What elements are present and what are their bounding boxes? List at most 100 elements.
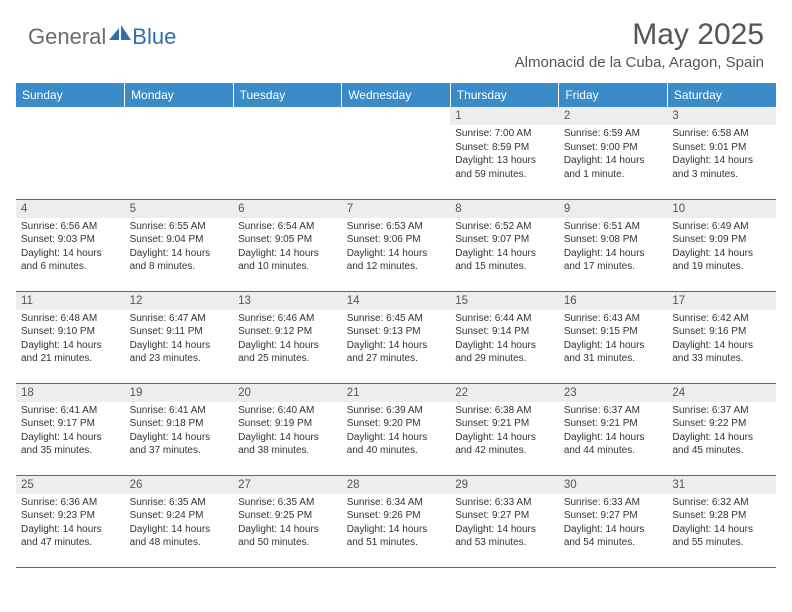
day-number: 5 [125,200,234,218]
day-details: Sunrise: 6:56 AMSunset: 9:03 PMDaylight:… [16,218,125,278]
day-number: 12 [125,292,234,310]
sunset-text: Sunset: 9:10 PM [21,325,120,339]
day-number: 20 [233,384,342,402]
calendar-week-row: 11Sunrise: 6:48 AMSunset: 9:10 PMDayligh… [16,291,776,383]
daylight-text: Daylight: 14 hours and 38 minutes. [238,431,337,458]
daylight-text: Daylight: 14 hours and 15 minutes. [455,247,554,274]
sunrise-text: Sunrise: 6:48 AM [21,312,120,326]
sunset-text: Sunset: 9:09 PM [672,233,771,247]
sunrise-text: Sunrise: 6:38 AM [455,404,554,418]
day-details: Sunrise: 6:36 AMSunset: 9:23 PMDaylight:… [16,494,125,554]
day-number: 15 [450,292,559,310]
weekday-header: Saturday [667,83,776,107]
day-details: Sunrise: 6:34 AMSunset: 9:26 PMDaylight:… [342,494,451,554]
day-details: Sunrise: 6:37 AMSunset: 9:21 PMDaylight:… [559,402,668,462]
sunrise-text: Sunrise: 6:32 AM [672,496,771,510]
day-details: Sunrise: 7:00 AMSunset: 8:59 PMDaylight:… [450,125,559,185]
daylight-text: Daylight: 14 hours and 54 minutes. [564,523,663,550]
daylight-text: Daylight: 14 hours and 47 minutes. [21,523,120,550]
sunrise-text: Sunrise: 6:41 AM [21,404,120,418]
sunset-text: Sunset: 9:22 PM [672,417,771,431]
calendar-day-cell: 8Sunrise: 6:52 AMSunset: 9:07 PMDaylight… [450,199,559,291]
day-number: 2 [559,107,668,125]
day-number: 13 [233,292,342,310]
daylight-text: Daylight: 14 hours and 45 minutes. [672,431,771,458]
calendar-day-cell: 21Sunrise: 6:39 AMSunset: 9:20 PMDayligh… [342,383,451,475]
day-details: Sunrise: 6:42 AMSunset: 9:16 PMDaylight:… [667,310,776,370]
daylight-text: Daylight: 14 hours and 21 minutes. [21,339,120,366]
sunrise-text: Sunrise: 6:52 AM [455,220,554,234]
calendar-day-cell: 2Sunrise: 6:59 AMSunset: 9:00 PMDaylight… [559,107,668,199]
calendar-week-row: 1Sunrise: 7:00 AMSunset: 8:59 PMDaylight… [16,107,776,199]
sunrise-text: Sunrise: 6:37 AM [564,404,663,418]
day-details: Sunrise: 6:43 AMSunset: 9:15 PMDaylight:… [559,310,668,370]
calendar-day-cell: 5Sunrise: 6:55 AMSunset: 9:04 PMDaylight… [125,199,234,291]
daylight-text: Daylight: 14 hours and 27 minutes. [347,339,446,366]
calendar-day-cell: 4Sunrise: 6:56 AMSunset: 9:03 PMDaylight… [16,199,125,291]
sunset-text: Sunset: 9:24 PM [130,509,229,523]
sunrise-text: Sunrise: 6:53 AM [347,220,446,234]
calendar-day-cell: 29Sunrise: 6:33 AMSunset: 9:27 PMDayligh… [450,475,559,567]
day-details: Sunrise: 6:41 AMSunset: 9:18 PMDaylight:… [125,402,234,462]
day-number: 21 [342,384,451,402]
calendar-day-cell [125,107,234,199]
day-number: 22 [450,384,559,402]
sunset-text: Sunset: 9:05 PM [238,233,337,247]
calendar-day-cell: 3Sunrise: 6:58 AMSunset: 9:01 PMDaylight… [667,107,776,199]
sunrise-text: Sunrise: 6:55 AM [130,220,229,234]
calendar-day-cell: 22Sunrise: 6:38 AMSunset: 9:21 PMDayligh… [450,383,559,475]
day-number [233,107,342,125]
daylight-text: Daylight: 14 hours and 29 minutes. [455,339,554,366]
daylight-text: Daylight: 14 hours and 10 minutes. [238,247,337,274]
daylight-text: Daylight: 14 hours and 31 minutes. [564,339,663,366]
day-details: Sunrise: 6:47 AMSunset: 9:11 PMDaylight:… [125,310,234,370]
calendar-day-cell: 28Sunrise: 6:34 AMSunset: 9:26 PMDayligh… [342,475,451,567]
header: General Blue May 2025 Almonacid de la Cu… [0,0,792,77]
sunset-text: Sunset: 9:20 PM [347,417,446,431]
day-details: Sunrise: 6:38 AMSunset: 9:21 PMDaylight:… [450,402,559,462]
sunset-text: Sunset: 9:18 PM [130,417,229,431]
calendar-day-cell: 13Sunrise: 6:46 AMSunset: 9:12 PMDayligh… [233,291,342,383]
day-number: 24 [667,384,776,402]
day-details: Sunrise: 6:45 AMSunset: 9:13 PMDaylight:… [342,310,451,370]
day-details: Sunrise: 6:41 AMSunset: 9:17 PMDaylight:… [16,402,125,462]
weekday-header: Tuesday [233,83,342,107]
daylight-text: Daylight: 14 hours and 48 minutes. [130,523,229,550]
sunrise-text: Sunrise: 6:45 AM [347,312,446,326]
weekday-header: Friday [559,83,668,107]
daylight-text: Daylight: 13 hours and 59 minutes. [455,154,554,181]
day-details: Sunrise: 6:46 AMSunset: 9:12 PMDaylight:… [233,310,342,370]
calendar-day-cell: 9Sunrise: 6:51 AMSunset: 9:08 PMDaylight… [559,199,668,291]
sunset-text: Sunset: 9:06 PM [347,233,446,247]
daylight-text: Daylight: 14 hours and 6 minutes. [21,247,120,274]
sunset-text: Sunset: 9:27 PM [455,509,554,523]
daylight-text: Daylight: 14 hours and 51 minutes. [347,523,446,550]
day-number: 18 [16,384,125,402]
day-details: Sunrise: 6:55 AMSunset: 9:04 PMDaylight:… [125,218,234,278]
day-details: Sunrise: 6:40 AMSunset: 9:19 PMDaylight:… [233,402,342,462]
sunrise-text: Sunrise: 6:49 AM [672,220,771,234]
calendar-day-cell: 16Sunrise: 6:43 AMSunset: 9:15 PMDayligh… [559,291,668,383]
brand-part1: General [28,24,106,50]
sunset-text: Sunset: 9:23 PM [21,509,120,523]
calendar-day-cell [16,107,125,199]
daylight-text: Daylight: 14 hours and 44 minutes. [564,431,663,458]
sunset-text: Sunset: 8:59 PM [455,141,554,155]
day-details: Sunrise: 6:53 AMSunset: 9:06 PMDaylight:… [342,218,451,278]
calendar-day-cell: 24 Sunrise: 6:37 AMSunset: 9:22 PMDayligh… [667,383,776,475]
day-details: Sunrise: 6:59 AMSunset: 9:00 PMDaylight:… [559,125,668,185]
sunset-text: Sunset: 9:13 PM [347,325,446,339]
calendar-day-cell: 11Sunrise: 6:48 AMSunset: 9:10 PMDayligh… [16,291,125,383]
sunrise-text: Sunrise: 6:37 AM [672,404,771,418]
day-number: 25 [16,476,125,494]
sunset-text: Sunset: 9:28 PM [672,509,771,523]
sunrise-text: Sunrise: 6:56 AM [21,220,120,234]
calendar-day-cell: 31Sunrise: 6:32 AMSunset: 9:28 PMDayligh… [667,475,776,567]
daylight-text: Daylight: 14 hours and 19 minutes. [672,247,771,274]
calendar-day-cell: 18Sunrise: 6:41 AMSunset: 9:17 PMDayligh… [16,383,125,475]
day-number: 9 [559,200,668,218]
sunset-text: Sunset: 9:01 PM [672,141,771,155]
day-details: Sunrise: 6:48 AMSunset: 9:10 PMDaylight:… [16,310,125,370]
daylight-text: Daylight: 14 hours and 50 minutes. [238,523,337,550]
day-number: 31 [667,476,776,494]
